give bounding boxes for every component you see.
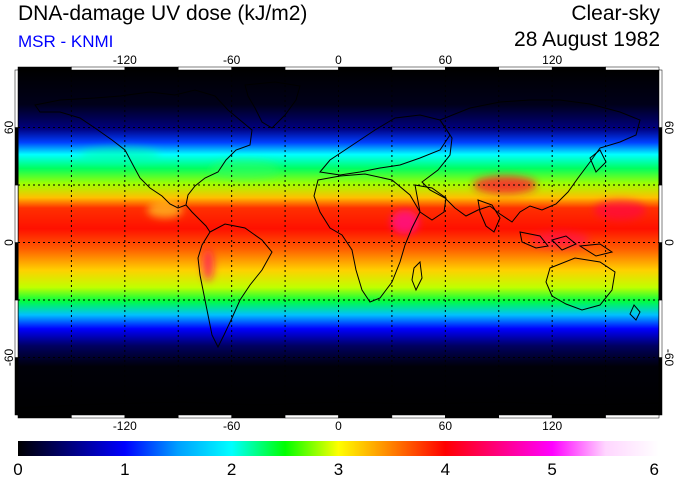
coast-asia xyxy=(421,99,641,223)
coast-africa xyxy=(313,173,421,303)
frame-bar-bottom xyxy=(605,414,660,419)
coastlines xyxy=(18,81,659,409)
frame-bar-left xyxy=(14,69,19,128)
colorbar-label: 4 xyxy=(441,460,450,479)
frame-bar-right xyxy=(658,69,663,128)
frame-bar-bottom xyxy=(445,414,500,419)
lon-tick-top: 60 xyxy=(439,53,453,67)
coast-south-america xyxy=(197,223,273,349)
latitude-labels-right: 60 0 -60 xyxy=(662,121,676,367)
colorbar-labels: 0 1 2 3 4 5 6 xyxy=(13,460,659,479)
frame-bar-left xyxy=(14,127,19,186)
lat-tick-left: 60 xyxy=(2,121,16,135)
frame-bar-top xyxy=(124,66,179,71)
coast-greenland xyxy=(244,81,301,129)
condition-label: Clear-sky xyxy=(571,2,660,25)
frame-bar-bottom xyxy=(71,414,126,419)
lon-tick-bottom: 0 xyxy=(335,419,342,433)
frame-bar-top xyxy=(338,66,393,71)
frame-bar-right xyxy=(658,299,663,358)
colorbar-label: 5 xyxy=(547,460,556,479)
frame-bar-bottom xyxy=(17,414,72,419)
coast-australia xyxy=(545,257,616,311)
longitude-labels-top: -120 -60 0 60 120 xyxy=(113,53,563,67)
coast-arabia xyxy=(414,184,447,221)
coast-north-america xyxy=(34,89,253,209)
atlantic-cloud-band xyxy=(210,160,280,180)
pacific-north-band xyxy=(80,147,160,163)
frame-bar-top xyxy=(605,66,660,71)
colorbar xyxy=(18,441,659,456)
coast-new-zealand xyxy=(629,304,641,321)
frame-bar-bottom xyxy=(338,414,393,419)
andes-high-uv xyxy=(202,249,214,281)
frame-bar-top xyxy=(498,66,553,71)
frame-bar-bottom xyxy=(391,414,446,419)
frame-bar-bottom xyxy=(231,414,286,419)
frame-bar-top xyxy=(551,66,606,71)
lon-tick-bottom: -60 xyxy=(223,419,241,433)
frame-bar-top xyxy=(391,66,446,71)
map-title: DNA-damage UV dose (kJ/m2) xyxy=(18,2,308,25)
colorbar-label: 2 xyxy=(227,460,236,479)
frame-bar-bottom xyxy=(284,414,339,419)
lat-tick-right: 60 xyxy=(662,121,676,135)
frame-bar-left xyxy=(14,184,19,243)
coast-india xyxy=(477,199,501,233)
source-label: MSR - KNMI xyxy=(18,32,114,51)
lon-tick-bottom: -120 xyxy=(113,419,137,433)
frame-bar-top xyxy=(178,66,232,71)
lat-tick-right: -60 xyxy=(662,349,676,367)
lat-tick-right: 0 xyxy=(662,239,676,246)
colorbar-label: 6 xyxy=(650,460,659,479)
frame-bar-right xyxy=(658,357,663,416)
frame-bar-top xyxy=(445,66,500,71)
latitude-labels-left: 60 0 -60 xyxy=(2,121,16,367)
frame-bar-top xyxy=(284,66,339,71)
colorbar-label: 3 xyxy=(334,460,343,479)
colorbar-label: 1 xyxy=(120,460,129,479)
coast-indonesia xyxy=(519,231,614,257)
coast-antarctica xyxy=(18,401,659,409)
frame-bar-top xyxy=(71,66,126,71)
frame-bar-right xyxy=(658,184,663,243)
date-label: 28 August 1982 xyxy=(514,28,660,51)
frame-bar-top xyxy=(231,66,286,71)
longitude-labels-bottom: -120 -60 0 60 120 xyxy=(113,419,563,433)
lon-tick-bottom: 60 xyxy=(439,419,453,433)
lon-tick-top: -120 xyxy=(113,53,137,67)
lon-tick-bottom: 120 xyxy=(542,419,562,433)
frame-bar-top xyxy=(17,66,72,71)
frame-bar-bottom xyxy=(124,414,179,419)
frame-bar-left xyxy=(14,242,19,301)
frame-bar-right xyxy=(658,242,663,301)
map-gridlines xyxy=(18,70,659,415)
lat-tick-left: 0 xyxy=(2,239,16,246)
frame-bar-bottom xyxy=(551,414,606,419)
frame-bar-bottom xyxy=(498,414,553,419)
lon-tick-top: -60 xyxy=(223,53,241,67)
lon-tick-top: 0 xyxy=(335,53,342,67)
frame-bar-right xyxy=(658,127,663,186)
frame-bar-bottom xyxy=(178,414,232,419)
pacific-high-uv xyxy=(594,200,646,220)
coast-central-america xyxy=(185,204,211,233)
lat-tick-left: -60 xyxy=(2,349,16,367)
coast-madagascar xyxy=(411,260,423,292)
lon-tick-top: 120 xyxy=(542,53,562,67)
map-frame-ticks xyxy=(14,66,663,419)
central-america-lower-uv xyxy=(147,202,183,218)
colorbar-label: 0 xyxy=(13,460,22,479)
